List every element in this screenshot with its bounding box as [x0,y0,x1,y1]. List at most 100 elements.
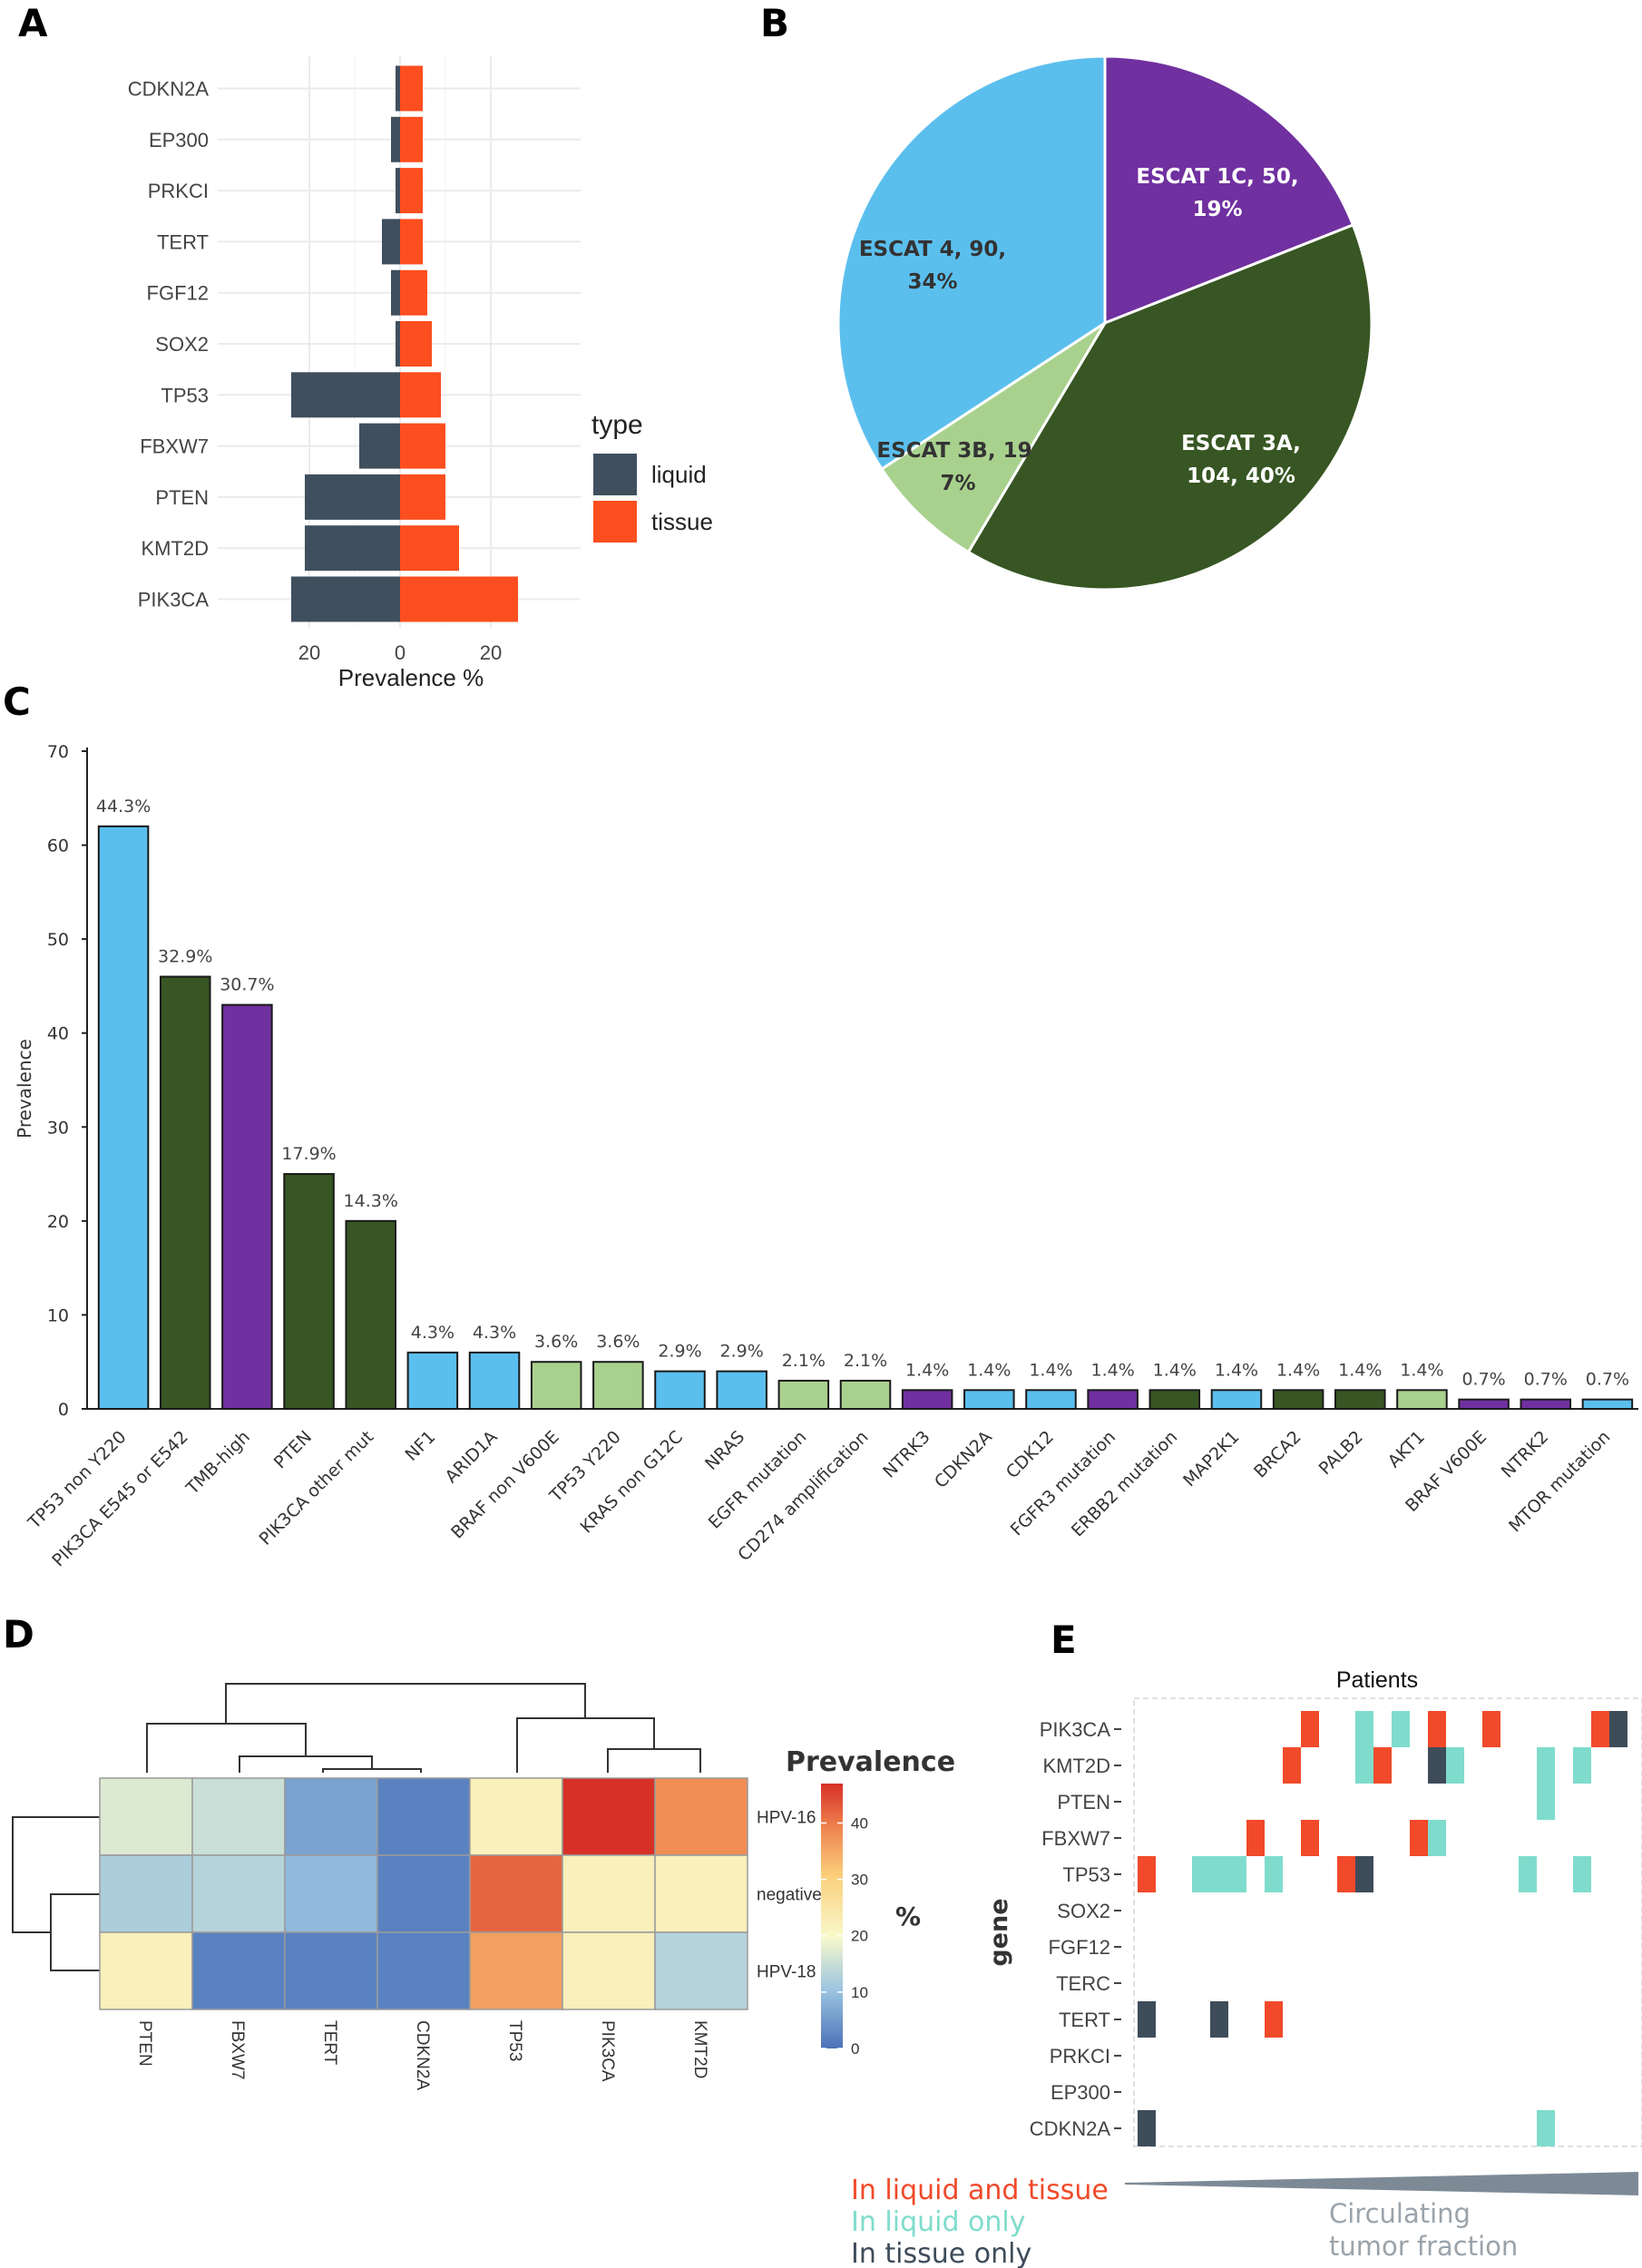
d-cell [562,1777,656,1856]
c-x-label: FGFR3 mutation [1007,1427,1119,1540]
e-y-axis-title: gene [985,1898,1013,1966]
dend-col-tp53-group [516,1717,655,1773]
a-legend-liquid-label: liquid [651,461,707,488]
a-x-tick: 20 [298,641,320,664]
c-bar [1520,1398,1572,1410]
c-value-label: 2.9% [658,1342,701,1362]
d-cell [284,1854,378,1933]
c-y-tick-label: 10 [47,1305,69,1325]
pie-label-4-line1: ESCAT 4, 90, [859,238,1006,261]
c-bar [963,1389,1015,1411]
e-cell-liquid-only [1537,1747,1555,1784]
c-value-label: 1.4% [1153,1360,1197,1380]
c-y-tick-label: 30 [47,1118,69,1138]
dend-col-pten-group [146,1723,307,1773]
a-y-tick-label: PRKCI [148,180,209,202]
c-x-label: NF1 [402,1427,440,1465]
d-cell [284,1777,378,1856]
c-bar [1272,1389,1324,1411]
c-bar [159,975,211,1410]
a-bar-tissue-kmt2d [400,525,459,572]
d-column-label: CDKN2A [413,2020,432,2090]
d-column-label: TERT [320,2020,339,2066]
c-x-label: ERBB2 mutation [1068,1427,1181,1540]
d-cell [654,1854,748,1933]
pie-label-1c-line1: ESCAT 1C, 50, [1136,165,1298,189]
c-bar [406,1351,459,1411]
d-column-label: PIK3CA [598,2020,617,2082]
c-value-label: 1.4% [1029,1360,1072,1380]
c-value-label: 3.6% [534,1332,578,1352]
d-colorbar-title: Prevalence [786,1746,955,1778]
a-bar-tissue-cdkn2a [400,65,423,112]
c-value-label: 1.4% [1090,1360,1134,1380]
a-bar-tissue-pik3ca [400,576,518,622]
c-bar [345,1219,396,1411]
c-bar [530,1361,582,1410]
pie-label-3a-line2: 104, 40% [1187,464,1295,488]
panel-e-label: E [1051,1618,1077,1662]
d-cell [469,1854,563,1933]
panel-d: D HPV-16 negative HPV-18 PTEN FBXW7 TERT CDKN… [3,1612,955,2090]
c-value-label: 0.7% [1461,1370,1505,1390]
c-value-label: 1.4% [905,1360,949,1380]
a-bar-liquid-fbxw7 [359,423,400,469]
pie-slice-escat-3b [879,321,1107,554]
d-column-label: TP53 [505,2020,524,2061]
e-gene-label: PIK3CA [1040,1718,1111,1741]
c-value-label: 1.4% [967,1360,1011,1380]
e-legend: In liquid and tissue In liquid only In t… [851,2172,1638,2268]
d-cell [469,1777,563,1856]
c-y-tick-label: 70 [47,742,69,762]
c-bar [654,1370,706,1410]
c-value-label: 1.4% [1400,1360,1443,1380]
c-bar [1396,1389,1448,1411]
e-cell-liquid-only [1392,1711,1410,1747]
panel-a-y-tick-labels: CDKN2A EP300 PRKCI TERT FGF12 SOX2 TP53 FBXW7 PT… [128,78,210,611]
e-gene-label: SOX2 [1057,1900,1110,1922]
e-cell-both [1246,1820,1265,1856]
c-x-label: CDK12 [1002,1427,1058,1482]
dend-row-neg-hpv18 [50,1893,100,1971]
dend-col-tert-cdkn2a [322,1768,422,1773]
e-cell-liquid-only [1355,1711,1373,1747]
c-y-tick-label: 20 [47,1212,69,1232]
e-cell-liquid-only [1355,1747,1373,1784]
pie-label-3b-line2: 7% [940,472,975,495]
e-cell-liquid-only [1537,2110,1555,2146]
c-bar [1581,1398,1634,1410]
e-cell-tissue-only [1210,2001,1228,2038]
e-gradient-label-1: Circulating [1329,2198,1471,2229]
d-cell [562,1854,656,1933]
c-x-label: ARID1A [441,1427,501,1487]
a-legend-liquid-swatch [593,454,637,495]
e-cell-liquid-only [1573,1856,1591,1892]
a-y-tick-label: CDKN2A [128,78,210,101]
c-x-label: NTRK2 [1498,1427,1553,1482]
e-cell-both [1138,1856,1156,1892]
c-value-label: 30.7% [220,975,274,995]
d-colorbar-ticks: 0 10 20 30 40 [821,1814,868,2058]
a-bar-liquid-ep300 [391,116,400,162]
e-cell-tissue-only [1428,1747,1446,1784]
a-bar-tissue-tert [400,219,423,265]
d-cell [99,1854,193,1933]
c-bar [716,1370,767,1410]
a-bar-liquid-fgf12 [391,269,400,316]
pie-slice-escat-3a [966,223,1373,591]
c-value-label: 2.1% [844,1351,887,1371]
a-y-tick-label: FBXW7 [140,435,209,458]
d-row-dendrogram [12,1816,100,1971]
e-gene-label: FBXW7 [1041,1827,1110,1850]
panel-c-value-labels: 44.3% 32.9% 30.7% 17.9% 14.3% 4.3% 4.3% 3.6% 3.6… [96,797,1629,1390]
a-legend-tissue-label: tissue [651,508,713,535]
d-heatmap-cells [99,1777,748,2010]
c-x-label: PALB2 [1315,1427,1367,1479]
e-gene-label: TERC [1056,1972,1110,1995]
c-value-label: 4.3% [411,1323,454,1343]
e-legend-liquid-only: In liquid only [851,2206,1026,2238]
d-cell [99,1777,193,1856]
e-cell-tissue-only [1609,1711,1627,1747]
c-x-label: BRCA2 [1250,1427,1305,1482]
c-bar [1087,1389,1139,1411]
